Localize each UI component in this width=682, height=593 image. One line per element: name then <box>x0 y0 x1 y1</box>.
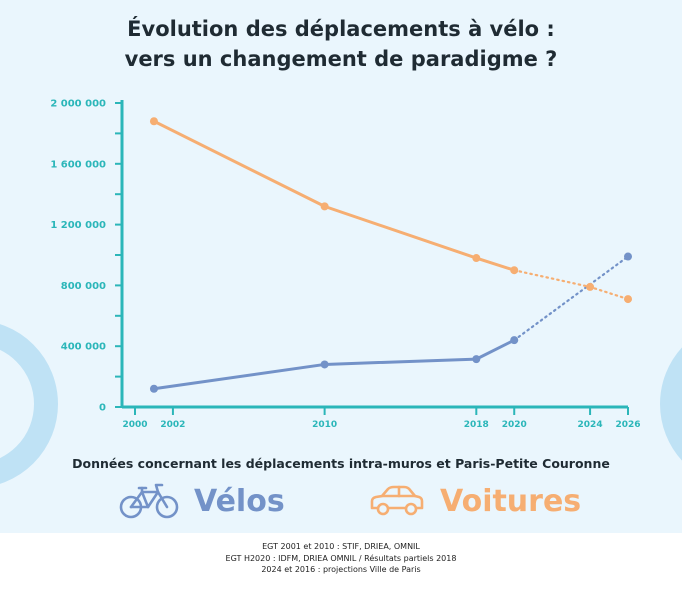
bicycle-icon <box>119 483 179 519</box>
projection-point-velos <box>624 252 632 261</box>
y-tick-label: 400 000 <box>61 342 106 353</box>
series-line-voitures <box>153 119 515 272</box>
legend-label-voitures: Voitures <box>440 483 582 519</box>
y-tick-label: 2 000 000 <box>50 99 106 110</box>
x-tick-label: 2020 <box>502 420 527 430</box>
data-point-velos <box>510 336 519 345</box>
x-tick-label: 2000 <box>122 420 147 430</box>
series-projection-voitures <box>513 269 630 301</box>
sources-footer: EGT 2001 et 2010 : STIF, DRIEA, OMNIL EG… <box>0 541 682 576</box>
x-tick-label: 2024 <box>578 420 603 430</box>
infographic-panel: Évolution des déplacements à vélo : vers… <box>0 0 682 533</box>
data-point-velos <box>472 355 481 364</box>
series-projection-velos <box>513 255 630 342</box>
chart-title-line-1: Évolution des déplacements à vélo : <box>127 17 555 41</box>
car-icon <box>370 485 424 516</box>
data-point-voitures <box>149 117 158 126</box>
source-line-2: EGT H2020 : IDFM, DRIEA OMNIL / Résultat… <box>225 553 457 563</box>
data-point-voitures <box>510 266 519 275</box>
legend-velos: Vélos <box>118 478 285 524</box>
x-tick-label: 2010 <box>312 420 337 430</box>
x-tick-label: 2018 <box>464 420 489 430</box>
legend-voitures: Voitures <box>368 478 581 524</box>
legend-label-velos: Vélos <box>194 483 285 519</box>
data-point-voitures <box>320 202 329 211</box>
source-line-1: EGT 2001 et 2010 : STIF, DRIEA, OMNIL <box>262 542 420 551</box>
line-chart: 0 400 000 800 000 1 200 000 1 600 000 2 000 0… <box>50 99 640 431</box>
series-line-velos <box>153 338 515 391</box>
y-tick-label: 0 <box>99 403 106 414</box>
chart-subtitle: Données concernant les déplacements intr… <box>72 456 610 471</box>
projection-point-voitures <box>624 295 632 304</box>
data-point-velos <box>320 360 329 369</box>
x-tick-label: 2026 <box>615 420 640 430</box>
chart-title-line-2: vers un changement de paradigme ? <box>124 47 558 71</box>
x-tick-label: 2002 <box>160 420 185 430</box>
y-tick-label: 1 200 000 <box>50 220 106 231</box>
data-point-velos <box>149 384 158 393</box>
y-tick-label: 1 600 000 <box>50 159 106 170</box>
y-tick-label: 800 000 <box>61 281 106 292</box>
data-point-voitures <box>472 254 481 263</box>
projection-point-voitures <box>586 282 595 291</box>
source-line-3: 2024 et 2016 : projections Ville de Pari… <box>261 565 421 574</box>
